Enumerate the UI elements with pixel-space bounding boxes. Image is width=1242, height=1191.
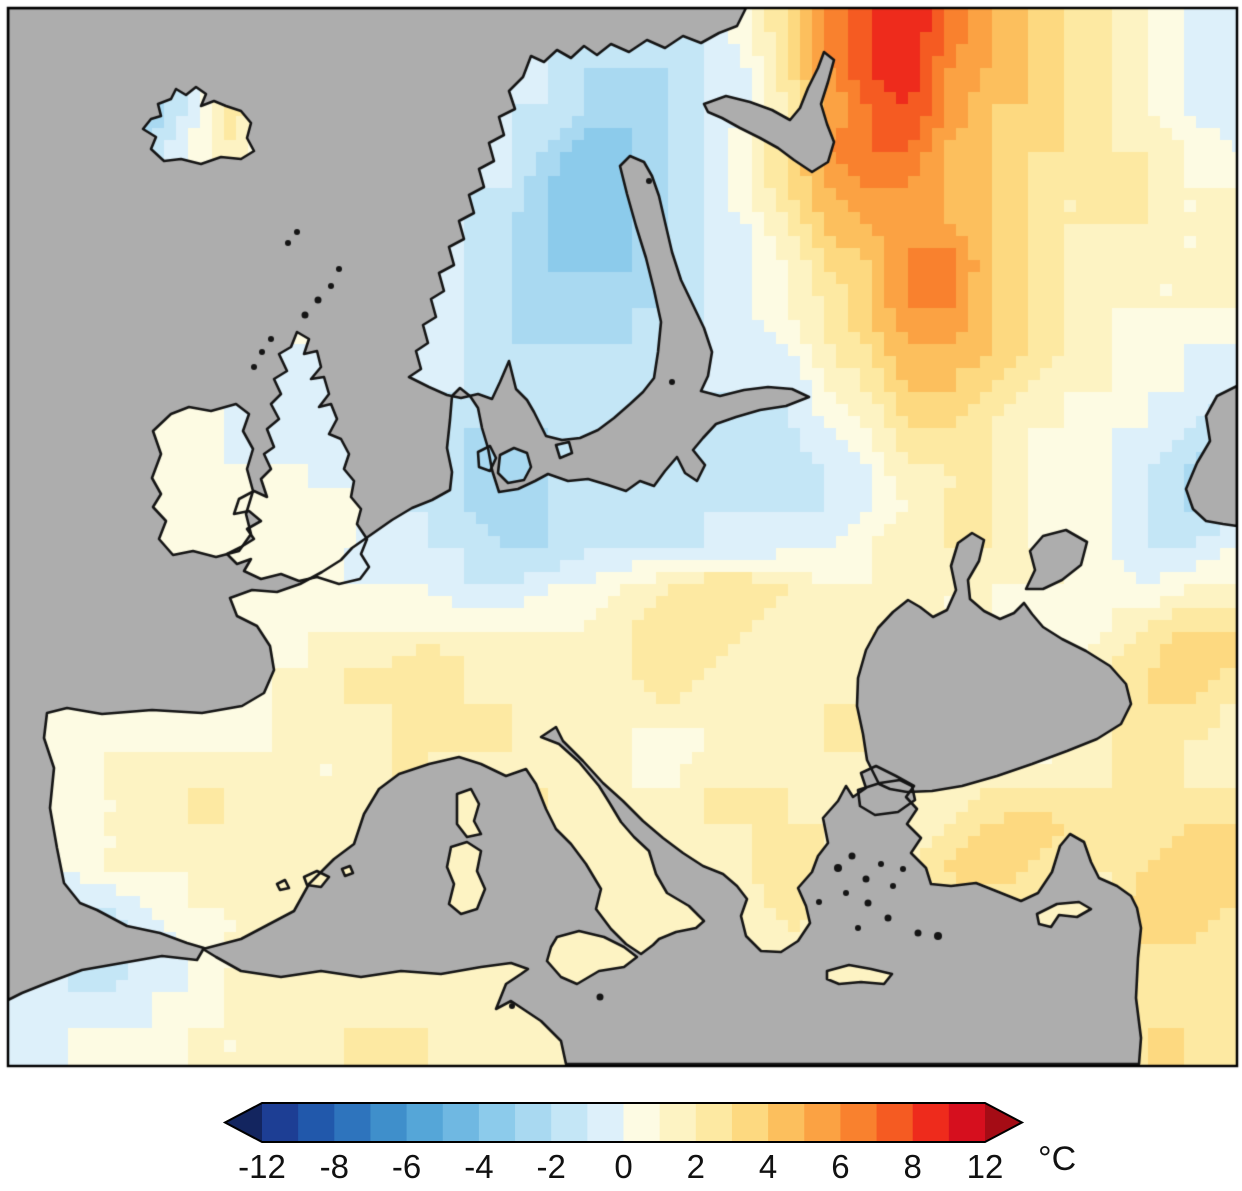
- colorbar-tick-label: -2: [536, 1148, 566, 1185]
- colorbar-unit-label: °C: [1038, 1140, 1077, 1178]
- colorbar-tick-label: -12: [238, 1148, 286, 1185]
- colorbar-tick-label: -8: [319, 1148, 349, 1185]
- colorbar-tick-label: 0: [614, 1148, 633, 1185]
- colorbar-tick-label: 2: [686, 1148, 705, 1185]
- colorbar-tick-label: -6: [391, 1148, 422, 1185]
- colorbar-tick-label: 12: [966, 1148, 1004, 1185]
- colorbar-tick-label: 8: [903, 1148, 922, 1185]
- colorbar-tick-label: 4: [758, 1148, 778, 1185]
- colorbar-tick-label: 6: [831, 1148, 850, 1185]
- colorbar-tick-label: -4: [464, 1148, 494, 1185]
